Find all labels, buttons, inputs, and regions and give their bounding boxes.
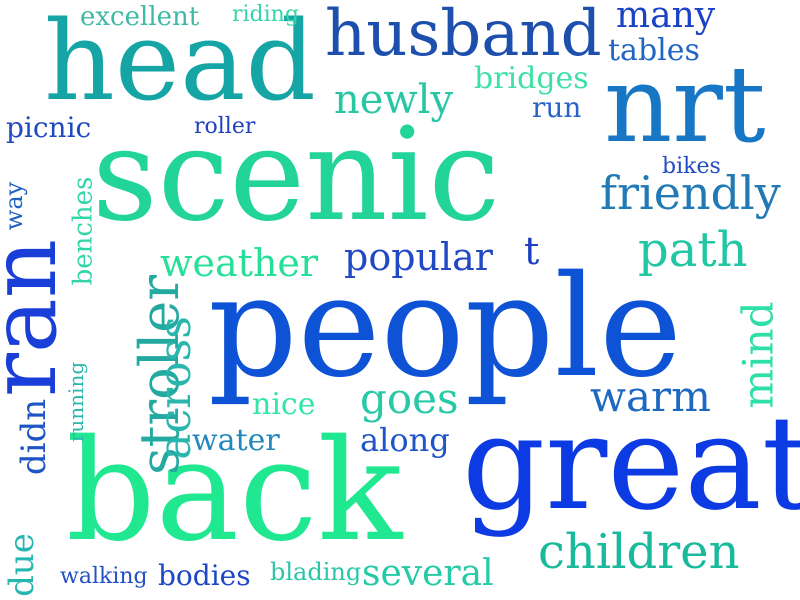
word-many: many [616,0,716,36]
word-scenic: scenic [92,101,501,250]
word-running: running [64,361,89,443]
word-excellent: excellent [80,2,200,32]
word-path: path [638,222,748,278]
word-goes: goes [360,374,459,423]
word-weather: weather [160,241,319,285]
word-roller: roller [194,114,256,139]
word-head: head [44,0,316,125]
word-newly: newly [334,77,454,123]
word-nice: nice [252,387,316,422]
word-across: across [149,316,201,460]
word-riding: riding [232,2,299,27]
word-t: t [524,229,540,273]
word-way: way [0,181,29,231]
word-run: run [532,91,582,124]
word-walking: walking [60,564,148,589]
word-water: water [192,423,280,458]
word-tables: tables [608,33,700,68]
word-benches: benches [68,176,99,286]
word-ran: ran [0,238,78,398]
word-due: due [1,533,42,597]
word-picnic: picnic [6,111,92,144]
word-friendly: friendly [600,166,781,220]
word-bikes: bikes [662,154,721,179]
word-nrt: nrt [604,43,766,166]
word-husband: husband [325,0,602,71]
word-didn: didn [14,398,55,476]
word-blading: blading [270,558,362,586]
word-several: several [362,553,494,594]
word-great: great [462,387,800,539]
word-along: along [360,421,450,459]
word-mind: mind [733,301,783,409]
word-warm: warm [590,372,711,421]
word-bridges: bridges [474,61,589,96]
word-bodies: bodies [158,559,251,592]
word-children: children [538,524,740,580]
word-back: back [66,410,403,573]
word-popular: popular [344,235,493,279]
word-people: people [208,246,683,409]
